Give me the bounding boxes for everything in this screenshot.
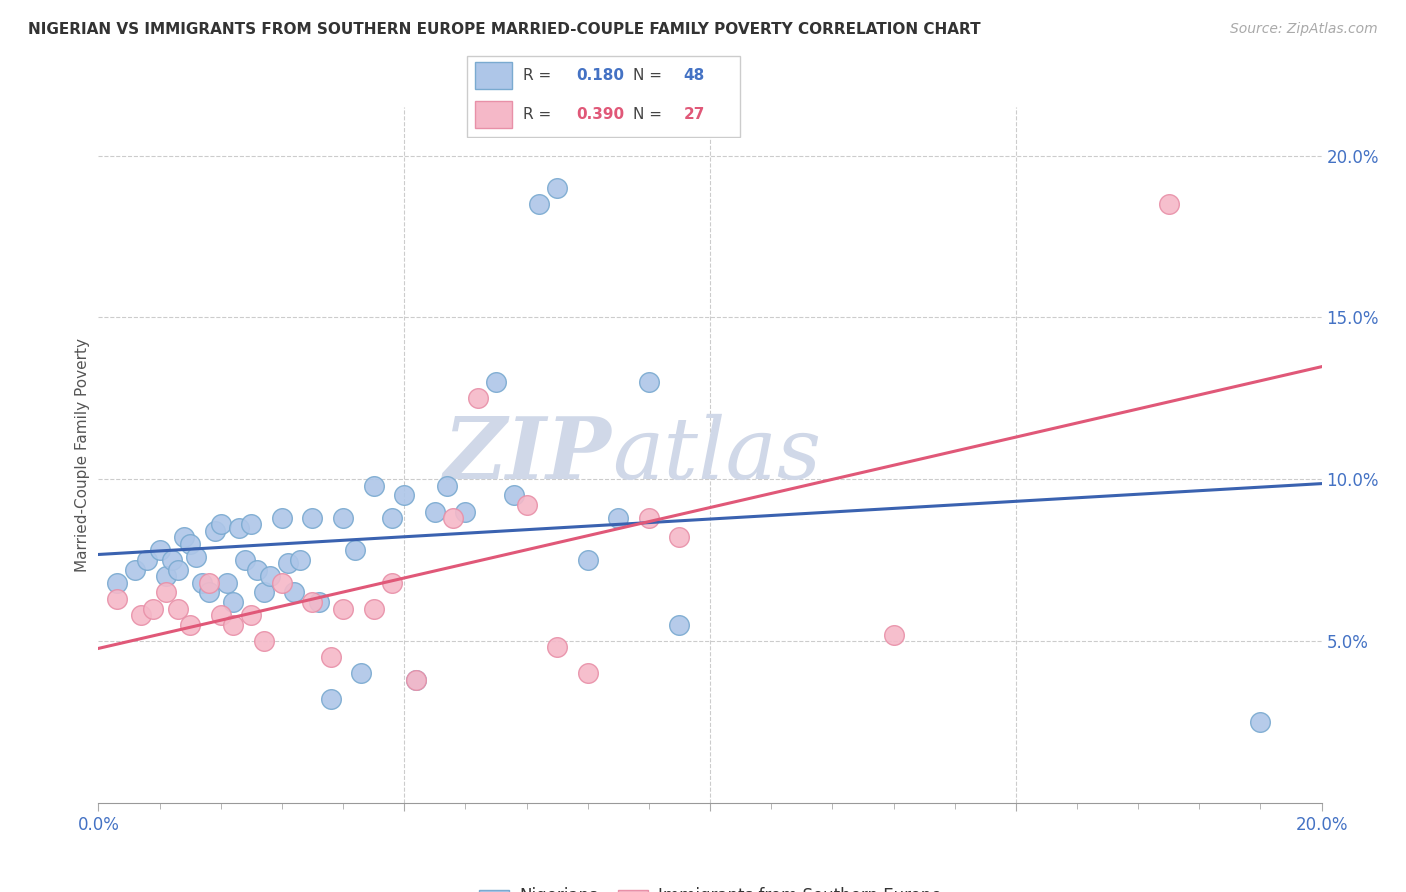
Text: 0.180: 0.180 — [576, 68, 624, 83]
Point — [270, 511, 292, 525]
Text: N =: N = — [633, 68, 666, 83]
Point — [290, 553, 312, 567]
Point — [1249, 714, 1271, 729]
Text: N =: N = — [633, 107, 666, 122]
Point — [436, 478, 458, 492]
Legend: Nigerians, Immigrants from Southern Europe: Nigerians, Immigrants from Southern Euro… — [472, 880, 948, 892]
Point — [576, 666, 599, 681]
Point — [527, 197, 550, 211]
Point — [381, 575, 404, 590]
Point — [186, 549, 208, 564]
Point — [637, 511, 661, 525]
Text: Source: ZipAtlas.com: Source: ZipAtlas.com — [1230, 22, 1378, 37]
Point — [191, 575, 214, 590]
Text: ZIP: ZIP — [444, 413, 612, 497]
Point — [105, 591, 128, 606]
Y-axis label: Married-Couple Family Poverty: Married-Couple Family Poverty — [75, 338, 90, 572]
Point — [516, 498, 538, 512]
Point — [240, 608, 263, 623]
Point — [167, 563, 190, 577]
Point — [149, 543, 172, 558]
Point — [270, 575, 292, 590]
Point — [485, 375, 508, 389]
Point — [124, 563, 146, 577]
Point — [405, 673, 427, 687]
Point — [233, 553, 256, 567]
Point — [252, 585, 274, 599]
Point — [467, 392, 489, 406]
Point — [222, 617, 245, 632]
Text: atlas: atlas — [612, 414, 821, 496]
Point — [607, 511, 630, 525]
Point — [136, 553, 159, 567]
Point — [105, 575, 128, 590]
Point — [883, 627, 905, 641]
Point — [668, 617, 690, 632]
Point — [228, 521, 250, 535]
Point — [668, 531, 690, 545]
Point — [204, 524, 226, 538]
Text: NIGERIAN VS IMMIGRANTS FROM SOUTHERN EUROPE MARRIED-COUPLE FAMILY POVERTY CORREL: NIGERIAN VS IMMIGRANTS FROM SOUTHERN EUR… — [28, 22, 981, 37]
Point — [441, 511, 464, 525]
Point — [301, 595, 323, 609]
Text: R =: R = — [523, 68, 557, 83]
Point — [283, 585, 305, 599]
Text: 0.390: 0.390 — [576, 107, 624, 122]
Text: 27: 27 — [683, 107, 704, 122]
Point — [319, 650, 342, 665]
Point — [129, 608, 152, 623]
Point — [301, 511, 323, 525]
Text: 48: 48 — [683, 68, 704, 83]
FancyBboxPatch shape — [475, 101, 512, 128]
Point — [142, 601, 165, 615]
FancyBboxPatch shape — [475, 62, 512, 89]
Point — [363, 478, 385, 492]
Point — [259, 569, 281, 583]
Point — [179, 617, 201, 632]
Point — [381, 511, 404, 525]
Point — [350, 666, 373, 681]
Point — [252, 634, 274, 648]
Point — [277, 557, 299, 571]
Point — [215, 575, 238, 590]
Point — [332, 601, 354, 615]
Point — [155, 585, 177, 599]
Point — [308, 595, 330, 609]
Point — [167, 601, 190, 615]
Point — [576, 553, 599, 567]
Point — [363, 601, 385, 615]
Point — [392, 488, 416, 502]
Point — [222, 595, 245, 609]
Point — [319, 692, 342, 706]
Point — [1157, 197, 1180, 211]
FancyBboxPatch shape — [467, 56, 740, 136]
Point — [209, 517, 232, 532]
Point — [332, 511, 354, 525]
Point — [179, 537, 201, 551]
Point — [197, 575, 219, 590]
Point — [546, 640, 568, 655]
Point — [503, 488, 526, 502]
Text: R =: R = — [523, 107, 557, 122]
Point — [197, 585, 219, 599]
Point — [405, 673, 427, 687]
Point — [546, 181, 568, 195]
Point — [173, 531, 195, 545]
Point — [246, 563, 269, 577]
Point — [209, 608, 232, 623]
Point — [344, 543, 367, 558]
Point — [423, 504, 446, 518]
Point — [160, 553, 183, 567]
Point — [637, 375, 661, 389]
Point — [155, 569, 177, 583]
Point — [454, 504, 477, 518]
Point — [240, 517, 263, 532]
